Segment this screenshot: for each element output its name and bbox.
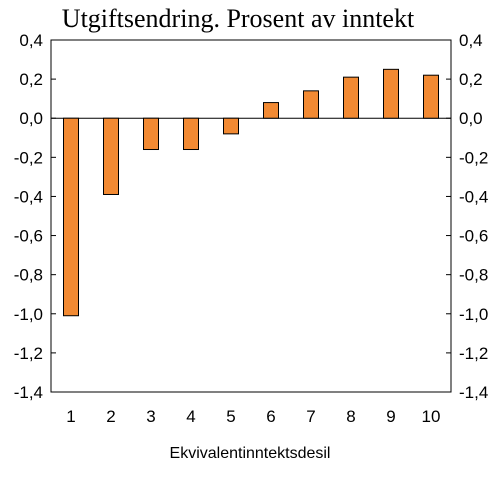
bar [423,74,439,119]
y-tick-label-left: -1,2 [14,344,43,363]
y-tick-label-right: 0,2 [459,70,483,89]
x-tick-label: 1 [66,407,75,426]
x-tick-label: 3 [146,407,155,426]
y-tick-label-left: -1,0 [14,305,43,324]
bar [383,68,399,119]
bar [223,117,239,135]
bar [63,117,79,317]
y-tick-label-right: 0,4 [459,31,483,50]
y-tick-label-left: 0,0 [19,109,43,128]
bar [263,102,279,119]
x-tick-label: 5 [226,407,235,426]
y-tick-label-left: -0,6 [14,227,43,246]
y-tick-label-left: -0,8 [14,266,43,285]
x-tick-label: 9 [386,407,395,426]
y-tick-label-right: -0,4 [459,187,488,206]
x-tick-label: 7 [306,407,315,426]
y-tick-label-left: -0,2 [14,148,43,167]
bar [303,90,319,119]
y-tick-label-right: -0,8 [459,266,488,285]
y-tick-label-right: -0,2 [459,148,488,167]
y-tick-label-right: -1,0 [459,305,488,324]
bar [143,117,159,151]
bar [103,117,119,195]
chart-title: Utgiftsendring. Prosent av inntekt [62,4,415,33]
y-tick-label-left: -1,4 [14,383,43,402]
x-tick-label: 2 [106,407,115,426]
bar [343,76,359,119]
x-tick-label: 8 [346,407,355,426]
plot-frame [50,39,452,393]
bar [183,117,199,151]
y-tick-label-left: 0,4 [19,31,43,50]
y-tick-label-right: 0,0 [459,109,483,128]
y-tick-label-right: -1,4 [459,383,488,402]
x-axis-label: Ekvivalentinntektsdesil [170,445,331,462]
plot-area: 0,4 0,4 0,2 0,2 0,0 0,0 -0,2 -0,2 -0,4 -0,4 -0,6 -0… [14,31,489,426]
x-tick-label: 10 [422,407,441,426]
y-tick-label-left: -0,4 [14,187,43,206]
x-tick-label: 6 [266,407,275,426]
y-tick-label-right: -0,6 [459,227,488,246]
x-tick-label: 4 [186,407,195,426]
y-tick-label-left: 0,2 [19,70,43,89]
y-tick-label-right: -1,2 [459,344,488,363]
